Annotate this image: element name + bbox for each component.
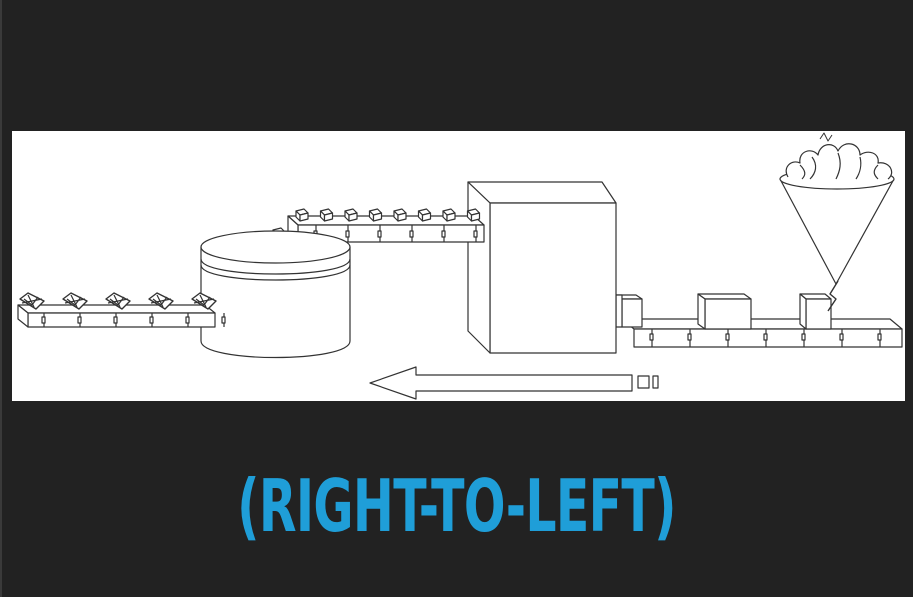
conveyor-box-3 [799, 293, 832, 330]
belt-cube [442, 208, 456, 222]
flow-direction-arrow [369, 366, 659, 400]
right-conveyor-belt [621, 318, 903, 348]
belt-roller [345, 230, 350, 238]
belt-roller [725, 333, 730, 341]
belt-cube [295, 208, 309, 222]
belt-roller [839, 333, 844, 341]
funnel-hopper [779, 132, 895, 312]
belt-roller [221, 316, 226, 324]
belt-cube [393, 208, 407, 222]
belt-roller [441, 230, 446, 238]
product-item [105, 292, 131, 310]
mixing-tank [200, 230, 351, 359]
conveyor-box-1 [615, 294, 643, 328]
conveyor-box-2 [697, 293, 752, 330]
belt-roller [687, 333, 692, 341]
belt-roller [649, 333, 654, 341]
belt-roller [409, 230, 414, 238]
belt-cube [319, 208, 334, 222]
belt-roller [185, 316, 190, 324]
diagram-caption: (RIGHT-TO-LEFT) [237, 464, 676, 548]
belt-cube [466, 208, 481, 222]
belt-roller [801, 333, 806, 341]
product-item [148, 292, 174, 310]
belt-roller [113, 316, 118, 324]
left-conveyor-belt [17, 292, 226, 328]
belt-roller [41, 316, 46, 324]
processing-machine [467, 181, 617, 354]
product-item [19, 292, 45, 310]
belt-cube [344, 208, 358, 222]
conveyor-diagram-svg [17, 132, 903, 400]
belt-roller [77, 316, 82, 324]
belt-roller [763, 333, 768, 341]
belt-roller [877, 333, 882, 341]
belt-cube [368, 208, 383, 222]
belt-roller [377, 230, 382, 238]
window-edge [0, 0, 2, 597]
product-item [191, 292, 217, 310]
belt-roller [473, 230, 478, 238]
product-item [62, 292, 88, 310]
belt-roller [149, 316, 154, 324]
conveyor-diagram [12, 131, 905, 401]
belt-cube [417, 208, 432, 222]
